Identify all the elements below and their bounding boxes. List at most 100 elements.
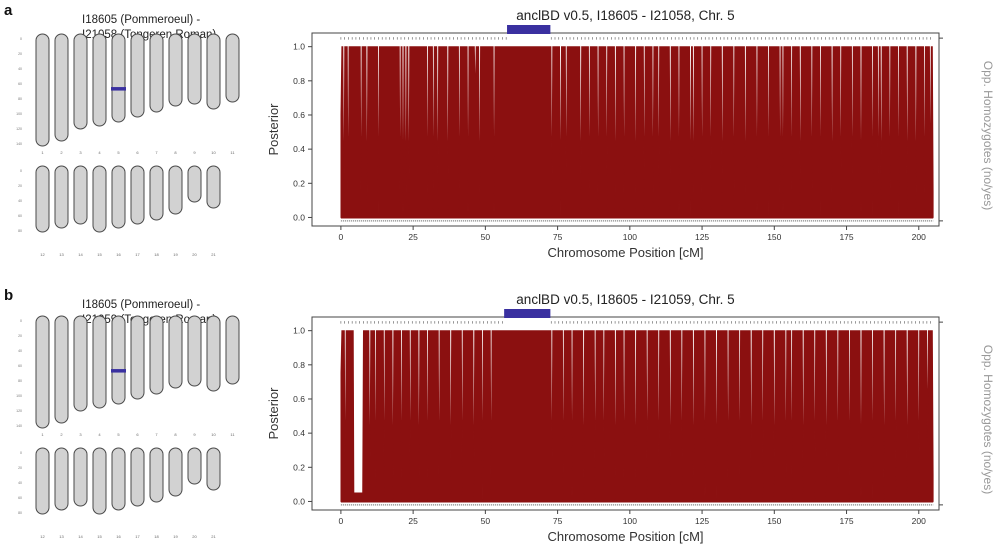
karyogram-cm-tick: 40 [18,67,22,71]
chromosome-18 [149,447,164,503]
karyogram-cm-tick: 20 [18,466,22,470]
x-axis-label: Chromosome Position [cM] [547,245,703,260]
chromosome-3 [73,33,88,130]
chromosome-number-8: 8 [174,150,177,155]
x-tick-label: 25 [408,232,418,242]
y-axis-label: Posterior [266,387,281,440]
chromosome-19 [168,447,183,497]
chromosome-21 [206,165,221,209]
chromosome-12 [35,165,50,233]
chromosome-number-15: 15 [97,252,102,257]
chromosome-number-15: 15 [97,534,102,539]
chromosome-14 [73,165,88,225]
x-tick-label: 50 [481,516,491,526]
karyogram-cm-tick: 0 [20,37,22,41]
x-tick-label: 75 [553,232,563,242]
chromosome-number-18: 18 [154,252,159,257]
chromosome-2 [54,315,69,424]
x-tick-label: 150 [767,232,781,242]
chromosome-number-17: 17 [135,534,140,539]
chromosome-10 [206,33,221,110]
chromosome-15 [92,165,107,233]
panel-b-letter: b [4,287,14,304]
posterior-area [340,46,934,218]
chromosome-12 [35,447,50,515]
chromosome-14 [73,447,88,507]
chromosome-number-13: 13 [59,252,64,257]
chromosome-4 [92,33,107,127]
chromosome-18 [149,165,164,221]
chromosome-number-5: 5 [117,432,120,437]
posterior-area [340,330,934,502]
karyogram-cm-tick: 120 [16,409,22,413]
karyogram-cm-tick: 20 [18,52,22,56]
chromosome-17 [130,447,145,507]
chromosome-number-20: 20 [192,534,197,539]
chromosome-6 [130,33,145,118]
chromosome-4 [92,315,107,409]
chromosome-number-7: 7 [155,150,158,155]
chromosome-number-9: 9 [193,432,196,437]
x-tick-label: 150 [767,516,781,526]
chromosome-7 [149,33,164,113]
chromosome-number-19: 19 [173,252,178,257]
karyogram-cm-tick: 100 [16,112,22,116]
chromosome-13 [54,447,69,511]
chromosome-5 [111,33,126,123]
chromosome-21 [206,447,221,491]
chromosome-number-6: 6 [136,150,139,155]
chromosome-number-4: 4 [98,150,101,155]
chromosome-number-21: 21 [211,252,216,257]
chromosome-number-8: 8 [174,432,177,437]
y-tick-label: 0.4 [293,144,305,154]
x-tick-label: 25 [408,516,418,526]
chromosome-number-18: 18 [154,534,159,539]
chromosome-number-21: 21 [211,534,216,539]
x-tick-label: 75 [553,516,563,526]
panel-b-posterior-chart: anclBD v0.5, I18605 - I21059, Chr. 5 0 25 5… [266,292,995,544]
chromosome-number-3: 3 [79,150,82,155]
karyogram-cm-tick: 0 [20,169,22,173]
karyogram-cm-tick: 40 [18,199,22,203]
chromosome-1 [35,315,50,429]
karyogram-cm-tick: 120 [16,127,22,131]
chromosome-number-10: 10 [211,150,216,155]
karyogram-cm-tick: 100 [16,394,22,398]
y-tick-label: 1.0 [293,326,305,336]
chromosome-7 [149,315,164,395]
opp-homozygote-markers [340,37,934,222]
x-tick-label: 125 [695,232,709,242]
right-axis-label: Opp. Homozygotes (no/yes) [981,345,995,494]
x-tick-label: 100 [623,232,637,242]
x-tick-label: 175 [839,516,853,526]
karyogram-cm-tick: 20 [18,334,22,338]
chromosome-10 [206,315,221,392]
chart-title: anclBD v0.5, I18605 - I21058, Chr. 5 [516,8,734,23]
chromosome-number-4: 4 [98,432,101,437]
y-tick-label: 0.0 [293,496,305,506]
y-tick-label: 0.6 [293,394,305,404]
karyogram-cm-tick: 0 [20,451,22,455]
karyogram-cm-tick: 80 [18,229,22,233]
karyogram-cm-tick: 40 [18,349,22,353]
chromosome-number-2: 2 [60,150,63,155]
x-tick-label: 50 [481,232,491,242]
chromosome-20 [187,165,202,203]
karyogram-cm-tick: 20 [18,184,22,188]
x-tick-label: 0 [339,232,344,242]
chromosome-number-7: 7 [155,432,158,437]
x-tick-label: 0 [339,516,344,526]
chromosome-number-17: 17 [135,252,140,257]
chromosome-number-3: 3 [79,432,82,437]
chromosome-number-1: 1 [41,150,44,155]
chromosome-number-11: 11 [230,150,235,155]
chromosome-number-16: 16 [116,252,121,257]
x-tick-label: 100 [623,516,637,526]
chromosome-number-14: 14 [78,534,83,539]
chromosome-number-16: 16 [116,534,121,539]
chromosome-number-12: 12 [40,252,45,257]
chromosome-number-9: 9 [193,150,196,155]
y-tick-label: 0.0 [293,212,305,222]
plot-frame [311,316,940,511]
